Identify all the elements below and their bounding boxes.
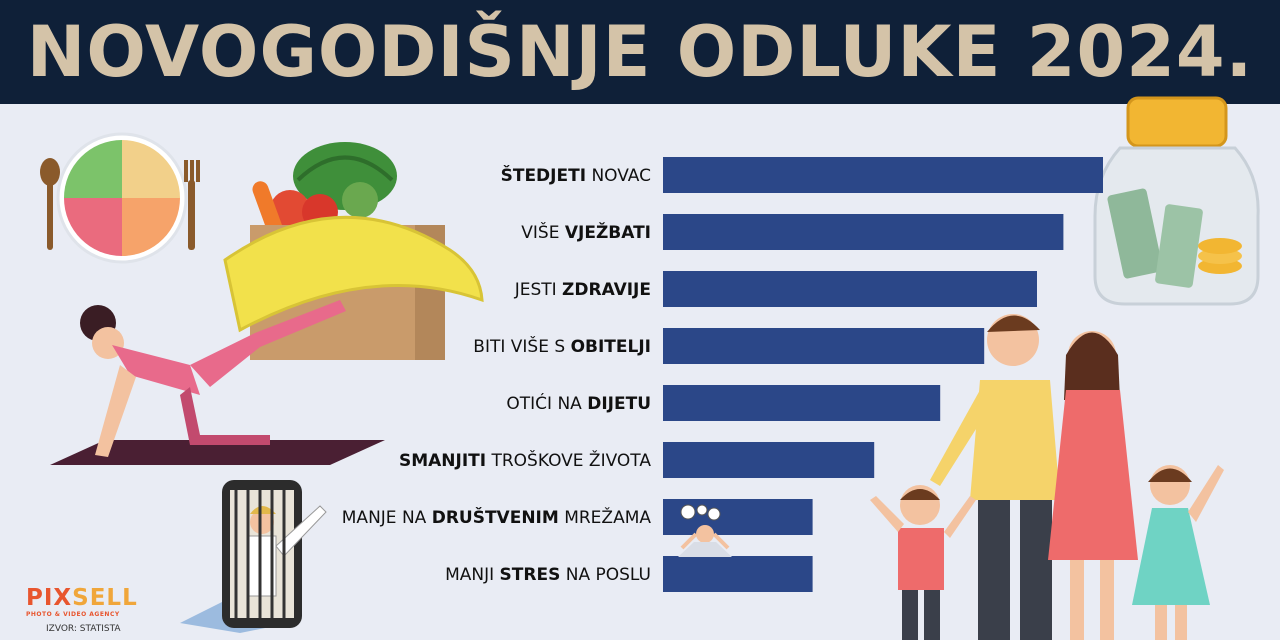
logo-tagline: PHOTO & VIDEO AGENCY: [26, 611, 120, 618]
healthy-plate-illustration: [40, 132, 200, 264]
header-band: [0, 0, 1280, 104]
bar-label-4: BITI VIŠE S OBITELJI: [473, 335, 651, 357]
bar-label-8: MANJI STRES NA POSLU: [445, 565, 651, 585]
family-illustration: [870, 314, 1224, 640]
stressed-man-icon: [678, 504, 732, 557]
bar-label-6: SMANJITI TROŠKOVE ŽIVOTA: [399, 449, 651, 471]
exercise-woman-illustration: [50, 300, 385, 465]
bar-1: [663, 157, 1103, 193]
bar-label-2: VIŠE VJEŽBATI: [521, 221, 651, 243]
bar-2: [663, 214, 1064, 250]
bar-5: [663, 385, 941, 421]
money-jar-illustration: [1093, 96, 1260, 306]
grocery-bag-illustration: [223, 142, 484, 360]
bar-label-1: ŠTEDJETI NOVAC: [501, 164, 651, 186]
bar-label-3: JESTI ZDRAVIJE: [514, 280, 651, 300]
logo-brand-a: PIX: [26, 585, 73, 611]
pixsell-logo: PIXSELL PHOTO & VIDEO AGENCY: [26, 586, 138, 618]
source-note: IZVOR: STATISTA: [46, 624, 121, 634]
phone-jail-illustration: [180, 480, 327, 633]
bar-label-7: MANJE NA DRUŠTVENIM MREŽAMA: [342, 506, 652, 528]
bar-label-5: OTIĆI NA DIJETU: [506, 392, 651, 414]
bar-6: [663, 442, 875, 478]
bar-3: [663, 271, 1037, 307]
bar-4: [663, 328, 985, 364]
logo-brand-b: SELL: [72, 585, 138, 611]
page-title: NOVOGODIŠNJE ODLUKE 2024.: [26, 11, 1254, 93]
bar-8: [663, 556, 813, 592]
